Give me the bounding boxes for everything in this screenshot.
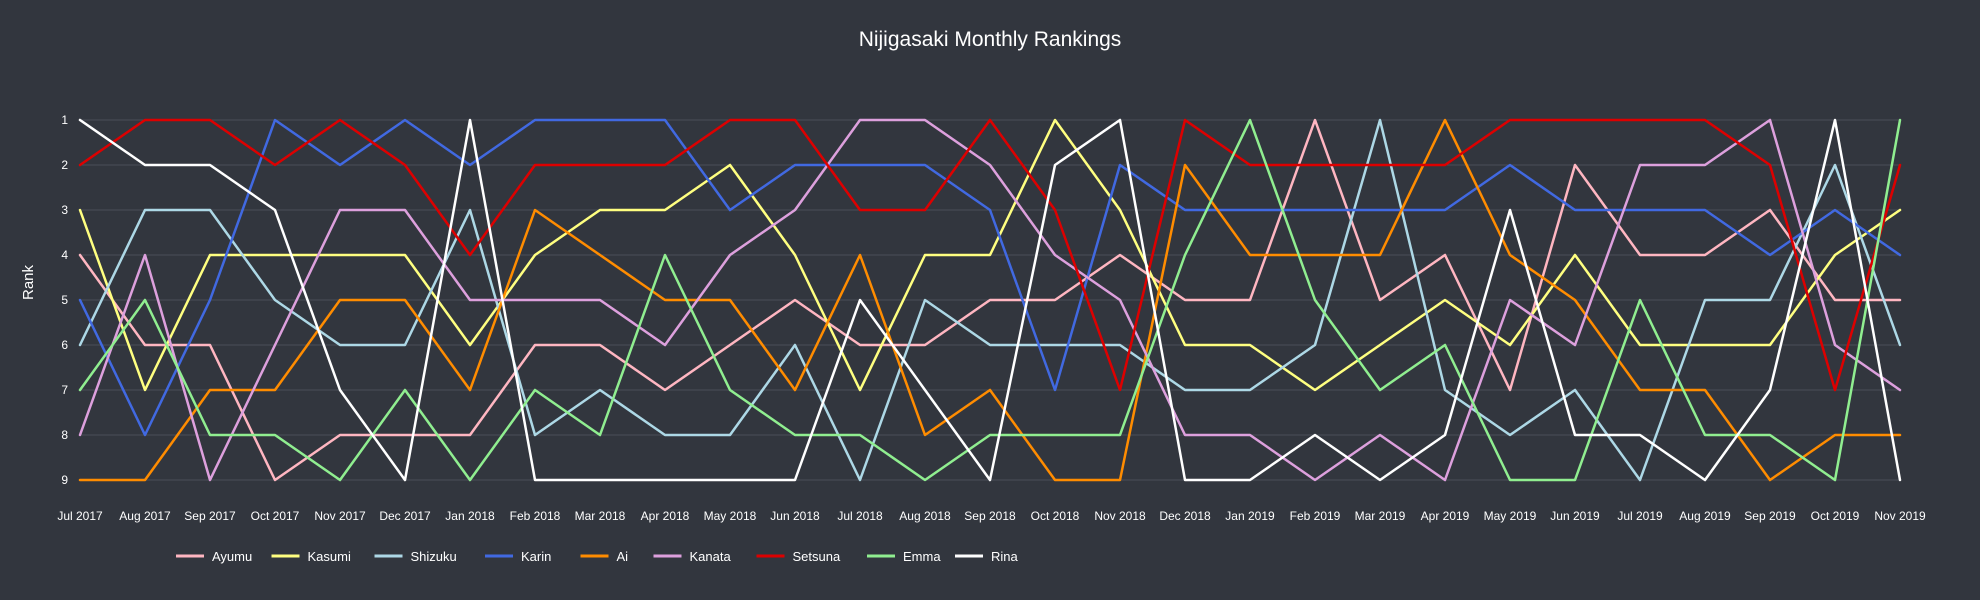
- legend-item-ai[interactable]: Ai: [580, 549, 629, 564]
- x-tick-label: Feb 2019: [1290, 509, 1341, 523]
- y-tick-label: 9: [61, 473, 68, 487]
- series-line-emma: [78, 118, 1902, 482]
- x-tick-label: Sep 2018: [964, 509, 1016, 523]
- axis-tick-labels: 1 2 3 4 5 6 7 8 9 Jul 2017 Aug 2017 Sep 2017 Oct 201…: [57, 113, 1926, 523]
- x-tick-label: Oct 2017: [251, 509, 300, 523]
- legend-item-setsuna[interactable]: Setsuna: [756, 549, 841, 564]
- y-tick-label: 2: [61, 158, 68, 172]
- y-tick-label: 6: [61, 338, 68, 352]
- legend-item-rina[interactable]: Rina: [955, 549, 1019, 564]
- chart-title: Nijigasaki Monthly Rankings: [858, 28, 1122, 51]
- legend-label: Shizuku: [411, 549, 457, 564]
- legend-item-ayumu[interactable]: Ayumu: [176, 549, 252, 564]
- y-tick-label: 4: [61, 248, 68, 262]
- x-tick-label: Jan 2018: [445, 509, 495, 523]
- legend-label: Emma: [903, 549, 941, 564]
- y-tick-label: 7: [61, 383, 68, 397]
- series-line-rina: [78, 118, 1902, 482]
- x-tick-label: Apr 2018: [641, 509, 690, 523]
- series-lines: [78, 118, 1902, 482]
- legend-item-emma[interactable]: Emma: [867, 549, 941, 564]
- x-tick-label: Jul 2017: [57, 509, 103, 523]
- x-tick-label: Apr 2019: [1421, 509, 1470, 523]
- x-tick-label: Feb 2018: [510, 509, 561, 523]
- x-tick-label: Aug 2018: [899, 509, 951, 523]
- y-tick-label: 1: [61, 113, 68, 127]
- legend-item-karin[interactable]: Karin: [485, 549, 551, 564]
- legend-item-kasumi[interactable]: Kasumi: [271, 549, 351, 564]
- series-line-ayumu: [78, 118, 1902, 482]
- x-tick-label: Dec 2018: [1159, 509, 1211, 523]
- x-tick-label: Nov 2017: [314, 509, 366, 523]
- legend-item-kanata[interactable]: Kanata: [653, 549, 732, 564]
- x-tick-label: Oct 2019: [1811, 509, 1860, 523]
- legend-label: Kasumi: [308, 549, 351, 564]
- legend-item-shizuku[interactable]: Shizuku: [374, 549, 457, 564]
- x-tick-label: May 2018: [704, 509, 757, 523]
- x-tick-label: May 2019: [1484, 509, 1537, 523]
- y-tick-label: 3: [61, 203, 68, 217]
- x-tick-label: Aug 2019: [1679, 509, 1731, 523]
- x-tick-label: Jul 2019: [1617, 509, 1663, 523]
- x-tick-label: Jun 2019: [1550, 509, 1600, 523]
- y-tick-label: 8: [61, 428, 68, 442]
- x-tick-label: Jun 2018: [770, 509, 820, 523]
- legend-label: Rina: [991, 549, 1019, 564]
- legend-label: Ai: [617, 549, 629, 564]
- x-tick-label: Jul 2018: [837, 509, 883, 523]
- x-tick-label: Sep 2019: [1744, 509, 1796, 523]
- legend-label: Setsuna: [793, 549, 841, 564]
- legend-label: Karin: [521, 549, 551, 564]
- x-tick-label: Oct 2018: [1031, 509, 1080, 523]
- x-tick-label: Sep 2017: [184, 509, 236, 523]
- y-tick-label: 5: [61, 293, 68, 307]
- x-tick-label: Dec 2017: [379, 509, 431, 523]
- x-tick-label: Nov 2019: [1874, 509, 1926, 523]
- series-line-kanata: [78, 118, 1902, 482]
- series-line-karin: [78, 118, 1902, 437]
- series-line-ai: [78, 118, 1902, 482]
- x-tick-label: Mar 2018: [575, 509, 626, 523]
- x-tick-label: Jan 2019: [1225, 509, 1275, 523]
- x-tick-label: Mar 2019: [1355, 509, 1406, 523]
- legend-label: Ayumu: [212, 549, 252, 564]
- legend-label: Kanata: [690, 549, 732, 564]
- series-line-setsuna: [78, 118, 1902, 392]
- x-tick-label: Nov 2018: [1094, 509, 1146, 523]
- x-tick-label: Aug 2017: [119, 509, 171, 523]
- legend[interactable]: Ayumu Kasumi Shizuku Karin Ai Kanata Setsuna Em…: [176, 549, 1019, 564]
